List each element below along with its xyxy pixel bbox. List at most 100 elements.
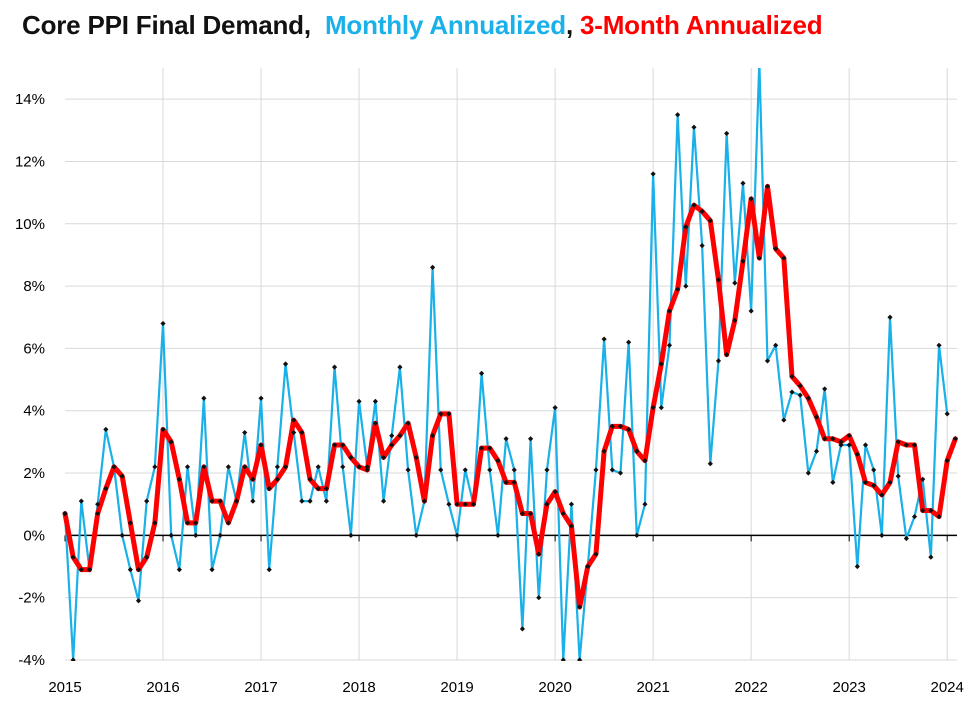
monthly-point <box>511 467 517 473</box>
three-month-point <box>470 501 477 507</box>
three-month-point <box>699 208 705 214</box>
three-month-point <box>446 411 452 417</box>
monthly-point <box>348 532 354 538</box>
monthly-point <box>462 467 468 473</box>
three-month-point <box>634 448 640 454</box>
monthly-point <box>193 532 199 538</box>
three-month-line <box>62 183 958 610</box>
three-month-point <box>331 442 338 448</box>
three-month-point <box>70 554 76 560</box>
y-tick-label: 4% <box>23 403 45 420</box>
three-month-point <box>642 457 648 464</box>
three-month-point <box>266 486 272 492</box>
monthly-point <box>258 395 264 401</box>
y-tick-label: 2% <box>23 465 45 482</box>
monthly-point <box>70 657 76 661</box>
monthly-point <box>487 467 493 473</box>
three-month-point <box>299 429 305 436</box>
monthly-point <box>846 442 852 448</box>
monthly-point <box>740 180 746 186</box>
three-month-point <box>528 510 534 517</box>
monthly-point <box>152 464 158 470</box>
three-month-point <box>928 507 934 514</box>
three-month-point <box>438 411 444 417</box>
monthly-point <box>797 392 803 398</box>
x-tick-label: 2023 <box>832 679 865 696</box>
three-month-point <box>356 464 362 470</box>
three-month-point <box>307 476 313 482</box>
monthly-point <box>413 532 419 538</box>
monthly-point <box>291 429 297 436</box>
three-month-point <box>838 439 844 445</box>
monthly-point <box>438 467 444 473</box>
monthly-point <box>862 442 869 448</box>
three-month-point <box>805 395 811 401</box>
three-month-point <box>78 567 84 573</box>
monthly-point <box>184 464 191 470</box>
x-tick-label: 2021 <box>636 679 669 696</box>
monthly-point <box>691 124 697 130</box>
monthly-point <box>144 498 150 504</box>
three-month-point <box>258 442 264 448</box>
three-month-point <box>666 308 673 314</box>
monthly-point <box>724 130 730 137</box>
monthly-point <box>911 514 918 520</box>
three-month-point <box>282 464 289 470</box>
three-month-point <box>773 246 779 252</box>
monthly-point <box>176 567 182 573</box>
three-month-point <box>724 352 730 358</box>
three-month-point <box>658 361 664 367</box>
three-month-point <box>176 476 182 482</box>
monthly-point <box>764 358 771 364</box>
three-month-point <box>103 486 109 492</box>
monthly-point <box>650 171 656 177</box>
three-month-point <box>323 486 329 492</box>
three-month-point <box>193 520 199 526</box>
y-tick-label: -4% <box>18 652 45 669</box>
monthly-point <box>119 532 125 538</box>
three-month-point <box>389 442 395 448</box>
three-month-point <box>511 479 517 485</box>
monthly-point <box>903 535 909 542</box>
monthly-point <box>95 501 101 507</box>
monthly-point <box>699 243 705 249</box>
three-month-point <box>495 457 501 464</box>
monthly-point <box>683 283 689 289</box>
monthly-point <box>315 464 321 470</box>
three-month-point <box>887 479 893 485</box>
three-month-point <box>315 486 321 492</box>
tick-labels: -4% -2% 0% 2% 4% 6% 8% 10% 12% 14% 2015 2016 2017 201… <box>15 91 964 696</box>
x-tick-label: 2017 <box>244 679 277 696</box>
three-month-point <box>127 520 133 526</box>
x-tick-label: 2024 <box>931 679 964 696</box>
three-month-point <box>617 423 624 429</box>
three-month-point <box>911 442 918 448</box>
three-month-point <box>397 433 403 439</box>
monthly-point <box>299 498 305 504</box>
monthly-point <box>895 473 901 479</box>
monthly-point <box>323 498 329 504</box>
monthly-point <box>356 398 362 404</box>
monthly-point <box>78 498 84 504</box>
three-month-point <box>854 451 860 457</box>
three-month-point <box>683 224 689 230</box>
monthly-point <box>634 532 640 538</box>
monthly-point <box>887 314 893 320</box>
three-month-point <box>168 439 174 445</box>
monthly-point <box>928 554 934 560</box>
monthly-point <box>364 464 370 470</box>
three-month-point <box>111 464 117 470</box>
x-tick-label: 2015 <box>48 679 81 696</box>
three-month-point <box>364 467 370 473</box>
three-month-point <box>86 567 93 573</box>
three-month-point <box>340 442 346 448</box>
three-month-point <box>152 520 158 526</box>
three-month-point <box>250 476 256 482</box>
monthly-point <box>478 370 485 376</box>
three-month-point <box>274 476 280 482</box>
three-month-point <box>675 286 681 292</box>
title-main: Core PPI Final Demand, <box>22 10 311 40</box>
three-month-point <box>160 426 166 433</box>
three-month-point <box>732 317 738 323</box>
three-month-point <box>903 442 909 448</box>
